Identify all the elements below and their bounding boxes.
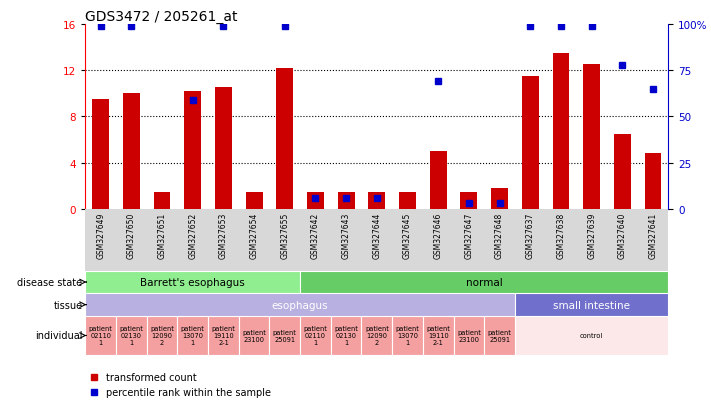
Bar — [146, 316, 177, 355]
Text: GSM327655: GSM327655 — [280, 213, 289, 259]
Bar — [92, 100, 109, 209]
Bar — [338, 192, 355, 209]
Bar — [399, 192, 416, 209]
Bar — [361, 316, 392, 355]
Bar — [583, 65, 600, 209]
Text: tissue: tissue — [53, 300, 82, 310]
Bar — [461, 192, 477, 209]
Text: patient
13070
1: patient 13070 1 — [395, 326, 419, 346]
Text: GSM327639: GSM327639 — [587, 213, 596, 259]
Bar — [522, 77, 539, 209]
Text: patient
02130
1: patient 02130 1 — [119, 326, 144, 346]
Bar — [484, 316, 515, 355]
Bar — [392, 316, 423, 355]
Text: patient
02110
1: patient 02110 1 — [304, 326, 327, 346]
Bar — [331, 316, 361, 355]
Text: GSM327654: GSM327654 — [250, 213, 259, 259]
Text: GSM327646: GSM327646 — [434, 213, 443, 259]
Bar — [454, 316, 484, 355]
Text: patient
19110
2-1: patient 19110 2-1 — [427, 326, 450, 346]
Text: patient
02110
1: patient 02110 1 — [89, 326, 112, 346]
Bar — [491, 189, 508, 209]
Bar — [177, 316, 208, 355]
Text: GSM327649: GSM327649 — [96, 213, 105, 259]
Bar — [614, 135, 631, 209]
Bar — [552, 54, 570, 209]
Text: patient
12090
2: patient 12090 2 — [365, 326, 389, 346]
Text: patient
23100: patient 23100 — [242, 329, 266, 342]
Text: patient
25091: patient 25091 — [273, 329, 296, 342]
Text: patient
13070
1: patient 13070 1 — [181, 326, 205, 346]
Text: disease state: disease state — [17, 278, 82, 287]
Text: normal: normal — [466, 278, 503, 287]
Bar — [154, 192, 171, 209]
Bar — [208, 316, 239, 355]
Text: GSM327640: GSM327640 — [618, 213, 627, 259]
Text: Barrett's esophagus: Barrett's esophagus — [140, 278, 245, 287]
Bar — [85, 271, 300, 294]
Text: GSM327645: GSM327645 — [403, 213, 412, 259]
Text: GSM327653: GSM327653 — [219, 213, 228, 259]
Bar — [123, 94, 140, 209]
Text: patient
12090
2: patient 12090 2 — [150, 326, 174, 346]
Text: esophagus: esophagus — [272, 300, 328, 310]
Bar — [423, 316, 454, 355]
Bar — [85, 294, 515, 316]
Text: GSM327637: GSM327637 — [525, 213, 535, 259]
Text: GSM327644: GSM327644 — [373, 213, 381, 259]
Text: GDS3472 / 205261_at: GDS3472 / 205261_at — [85, 10, 237, 24]
Bar — [116, 316, 146, 355]
Text: GSM327652: GSM327652 — [188, 213, 197, 259]
Bar — [239, 316, 269, 355]
Text: GSM327643: GSM327643 — [342, 213, 351, 259]
Bar — [368, 192, 385, 209]
Text: GSM327638: GSM327638 — [557, 213, 565, 259]
Bar — [307, 192, 324, 209]
Text: GSM327641: GSM327641 — [648, 213, 658, 259]
Bar — [429, 152, 447, 209]
Bar — [85, 316, 116, 355]
Text: patient
23100: patient 23100 — [457, 329, 481, 342]
Bar — [277, 69, 293, 209]
Text: patient
19110
2-1: patient 19110 2-1 — [211, 326, 235, 346]
Text: GSM327650: GSM327650 — [127, 213, 136, 259]
Bar — [515, 316, 668, 355]
Legend: transformed count, percentile rank within the sample: transformed count, percentile rank withi… — [90, 372, 271, 397]
Text: patient
25091: patient 25091 — [488, 329, 511, 342]
Bar — [246, 192, 262, 209]
Text: GSM327651: GSM327651 — [158, 213, 166, 259]
Text: GSM327648: GSM327648 — [495, 213, 504, 259]
Bar — [300, 316, 331, 355]
Text: individual: individual — [35, 331, 82, 341]
Text: GSM327642: GSM327642 — [311, 213, 320, 259]
Text: control: control — [580, 333, 603, 339]
Text: patient
02130
1: patient 02130 1 — [334, 326, 358, 346]
Bar — [515, 294, 668, 316]
Bar — [184, 92, 201, 209]
Text: small intestine: small intestine — [553, 300, 630, 310]
Bar — [300, 271, 668, 294]
Bar — [269, 316, 300, 355]
Bar — [645, 154, 661, 209]
Text: GSM327647: GSM327647 — [464, 213, 474, 259]
Bar — [215, 88, 232, 209]
